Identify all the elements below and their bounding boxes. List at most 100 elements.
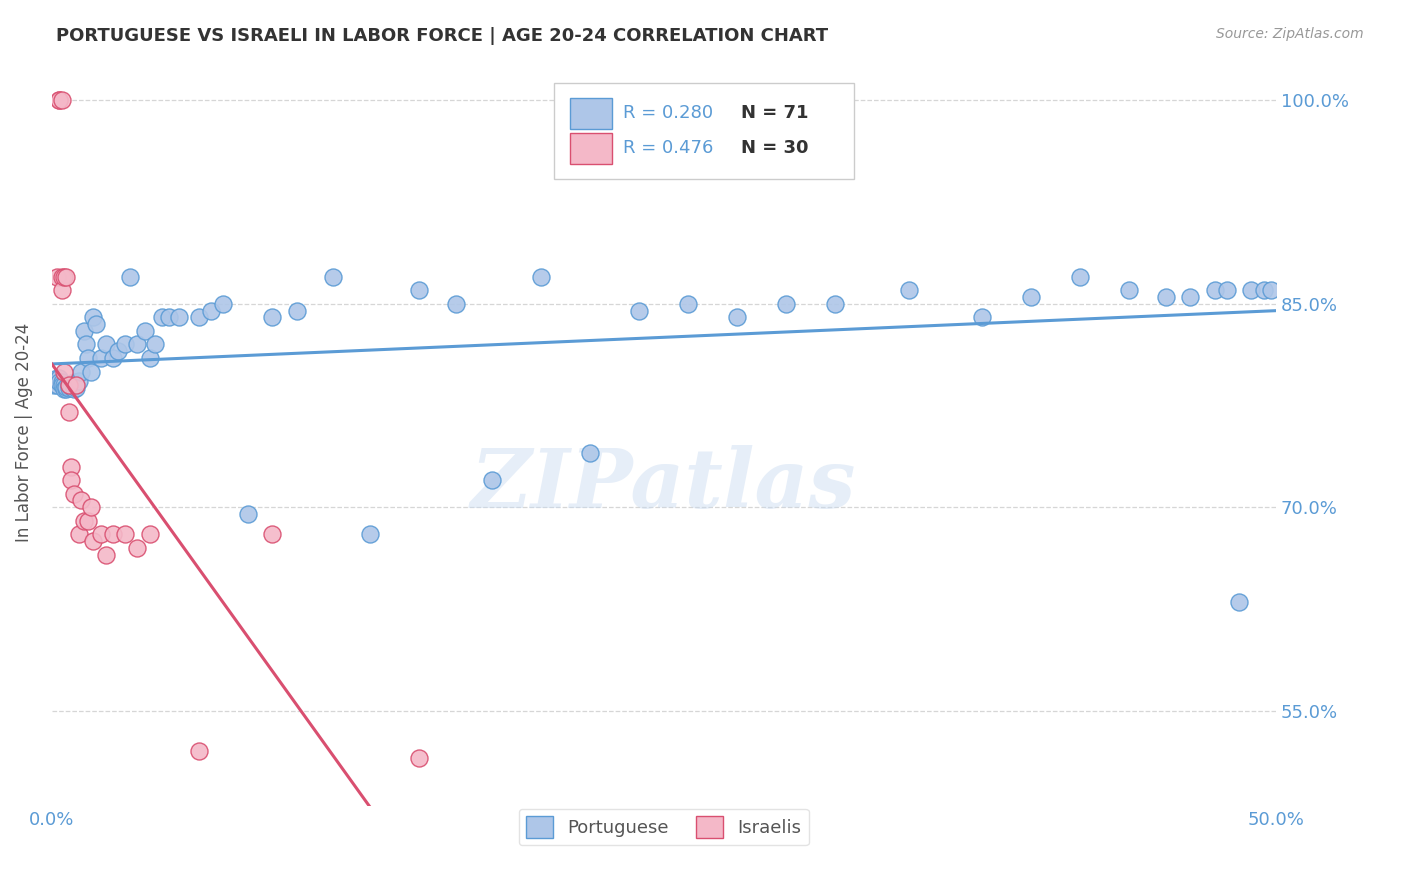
Point xyxy=(1253,283,1275,297)
Point xyxy=(107,344,129,359)
Point xyxy=(58,381,80,395)
Point xyxy=(44,378,66,392)
Point xyxy=(408,283,430,297)
Point xyxy=(72,324,94,338)
Point xyxy=(58,378,80,392)
Point xyxy=(45,269,67,284)
Point xyxy=(1260,283,1282,297)
Point xyxy=(1204,283,1226,297)
Text: R = 0.280: R = 0.280 xyxy=(623,103,714,121)
Point xyxy=(236,507,259,521)
Point xyxy=(127,337,149,351)
Point xyxy=(1180,290,1202,304)
Point xyxy=(187,310,209,325)
Point xyxy=(212,297,235,311)
Bar xyxy=(569,97,613,129)
Point xyxy=(114,337,136,351)
Point xyxy=(90,351,112,365)
Point xyxy=(90,527,112,541)
Point xyxy=(51,378,73,392)
Point xyxy=(138,351,160,365)
Point xyxy=(134,324,156,338)
Bar xyxy=(569,133,613,164)
Point xyxy=(628,303,651,318)
Point xyxy=(62,486,84,500)
Point xyxy=(70,365,93,379)
Point xyxy=(60,473,83,487)
Point xyxy=(200,303,222,318)
Point xyxy=(285,303,308,318)
Point xyxy=(53,378,76,392)
Point xyxy=(167,310,190,325)
Point xyxy=(51,93,73,107)
Point xyxy=(55,379,77,393)
Point xyxy=(48,93,70,107)
Point xyxy=(55,382,77,396)
Legend: Portuguese, Israelis: Portuguese, Israelis xyxy=(519,809,808,846)
Point xyxy=(101,351,124,365)
Point xyxy=(77,514,100,528)
Point xyxy=(1118,283,1140,297)
Point xyxy=(322,269,344,284)
Point xyxy=(70,493,93,508)
Point xyxy=(53,382,76,396)
Point xyxy=(138,527,160,541)
Point xyxy=(408,751,430,765)
Point xyxy=(80,365,103,379)
Point xyxy=(94,337,117,351)
Point xyxy=(80,500,103,515)
Point xyxy=(48,93,70,107)
Point xyxy=(824,297,846,311)
Text: PORTUGUESE VS ISRAELI IN LABOR FORCE | AGE 20-24 CORRELATION CHART: PORTUGUESE VS ISRAELI IN LABOR FORCE | A… xyxy=(56,27,828,45)
Point xyxy=(65,378,87,392)
Point xyxy=(114,527,136,541)
Point xyxy=(187,744,209,758)
Point xyxy=(262,310,284,325)
Point xyxy=(157,310,180,325)
Point xyxy=(51,269,73,284)
Point xyxy=(75,337,97,351)
Point xyxy=(60,459,83,474)
Point xyxy=(51,283,73,297)
Point xyxy=(62,382,84,396)
Point xyxy=(143,337,166,351)
Point xyxy=(58,378,80,392)
Point xyxy=(53,269,76,284)
Point xyxy=(678,297,700,311)
Point xyxy=(579,446,602,460)
Point xyxy=(481,473,503,487)
Point xyxy=(60,376,83,391)
Point xyxy=(1154,290,1177,304)
Point xyxy=(897,283,920,297)
Point xyxy=(262,527,284,541)
Point xyxy=(60,379,83,393)
Point xyxy=(58,405,80,419)
Point xyxy=(775,297,797,311)
Text: N = 30: N = 30 xyxy=(741,139,808,157)
Point xyxy=(45,378,67,392)
Point xyxy=(48,376,70,390)
Point xyxy=(1240,283,1263,297)
Point xyxy=(101,527,124,541)
Text: R = 0.476: R = 0.476 xyxy=(623,139,714,157)
Point xyxy=(359,527,381,541)
Point xyxy=(48,371,70,385)
Point xyxy=(530,269,553,284)
Point xyxy=(84,317,107,331)
Point xyxy=(82,310,104,325)
Point xyxy=(1019,290,1042,304)
Point xyxy=(65,381,87,395)
Point xyxy=(972,310,994,325)
Text: ZIPatlas: ZIPatlas xyxy=(471,445,856,524)
Point xyxy=(45,371,67,385)
Text: N = 71: N = 71 xyxy=(741,103,808,121)
Point xyxy=(150,310,173,325)
Point xyxy=(444,297,467,311)
Point xyxy=(65,378,87,392)
Text: Source: ZipAtlas.com: Source: ZipAtlas.com xyxy=(1216,27,1364,41)
Point xyxy=(120,269,142,284)
Point xyxy=(725,310,748,325)
Point xyxy=(51,376,73,390)
Point xyxy=(72,514,94,528)
Point xyxy=(1227,595,1250,609)
